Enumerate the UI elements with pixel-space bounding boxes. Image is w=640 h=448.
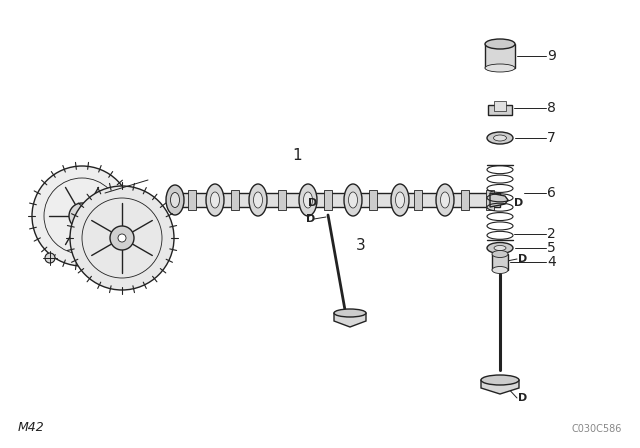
Ellipse shape [334,309,366,317]
Text: 9: 9 [547,49,556,63]
Polygon shape [334,313,366,327]
Ellipse shape [170,193,179,207]
Bar [488,105,512,115]
Ellipse shape [487,242,513,254]
Polygon shape [481,380,519,394]
Circle shape [32,166,132,266]
Bar [494,101,506,111]
Bar [278,190,286,210]
Circle shape [82,198,162,278]
Text: D: D [514,198,524,207]
Ellipse shape [440,192,449,208]
Circle shape [110,226,134,250]
Circle shape [77,211,87,221]
Text: 1: 1 [292,147,301,163]
Bar [414,190,422,210]
Ellipse shape [396,192,404,208]
Bar [324,190,332,210]
Text: 2: 2 [547,227,556,241]
Bar [178,193,500,207]
Bar [485,44,515,68]
Ellipse shape [492,267,508,273]
Polygon shape [490,193,508,207]
Text: 5: 5 [547,241,556,255]
Ellipse shape [436,184,454,216]
Bar [369,190,377,210]
Text: 6: 6 [547,185,556,199]
Ellipse shape [299,184,317,216]
Text: M42: M42 [18,421,45,434]
Circle shape [70,186,174,290]
Text: D: D [518,254,527,264]
Text: D: D [518,393,527,403]
Ellipse shape [206,184,224,216]
Ellipse shape [485,64,515,72]
Text: 4: 4 [547,255,556,269]
Bar [461,190,469,210]
Bar [231,190,239,210]
Ellipse shape [494,246,506,250]
Ellipse shape [344,184,362,216]
Bar [486,190,494,210]
Ellipse shape [487,132,513,144]
Circle shape [44,178,120,254]
Ellipse shape [481,375,519,385]
Bar [492,254,508,270]
Text: 8: 8 [547,101,556,115]
Text: C030C586: C030C586 [572,424,622,434]
Ellipse shape [249,184,267,216]
Text: 7: 7 [547,131,556,145]
Ellipse shape [485,39,515,49]
Circle shape [69,203,95,229]
Text: 3: 3 [356,237,365,253]
Ellipse shape [166,185,184,215]
Circle shape [118,234,126,242]
Text: D: D [308,198,317,208]
Ellipse shape [493,135,506,141]
Ellipse shape [303,192,312,208]
Ellipse shape [253,192,262,208]
Circle shape [45,253,55,263]
Text: D: D [306,214,316,224]
Bar [188,190,196,210]
Ellipse shape [492,250,508,258]
Ellipse shape [391,184,409,216]
Ellipse shape [349,192,358,208]
Ellipse shape [211,192,220,208]
